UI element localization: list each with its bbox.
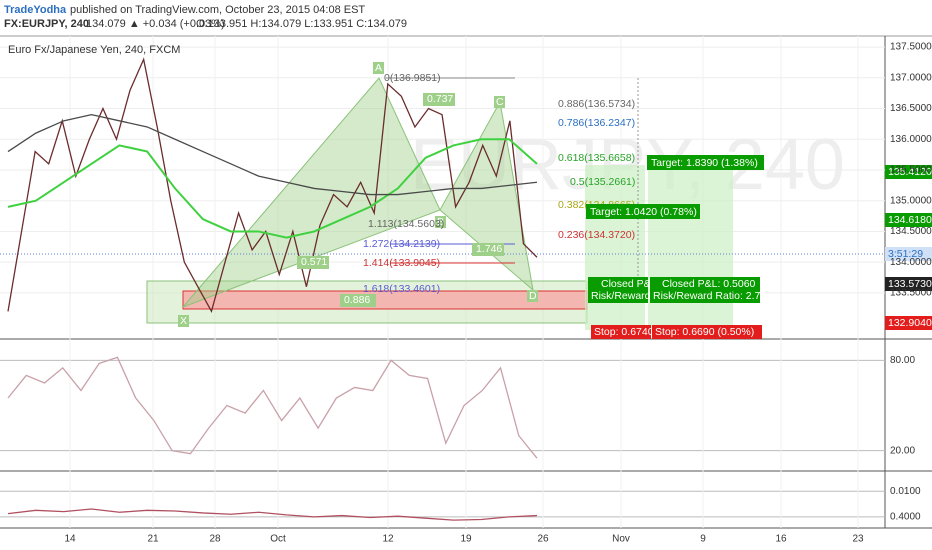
- ratio-box: [297, 256, 329, 269]
- y-tick-label: 137.5000: [890, 42, 932, 53]
- closed-box: [650, 277, 760, 303]
- ratio-box: [472, 243, 504, 256]
- marker: 3:51:29: [888, 248, 923, 260]
- x-tick-label: 23: [852, 534, 864, 545]
- marker: 133.5730: [888, 278, 932, 290]
- y-tick-label: 137.0000: [890, 72, 932, 83]
- stop: Stop: 0.6740: [594, 326, 654, 338]
- closed-box: [588, 277, 648, 303]
- x-tick-label: Nov: [612, 534, 630, 545]
- fib-label: 1.113(134.5603): [368, 218, 444, 230]
- series-line: [7, 57, 538, 314]
- target: Target: 1.0420 (0.78%): [590, 206, 697, 218]
- x-tick-label: 9: [700, 534, 706, 545]
- publisher: TradeYodha: [4, 4, 67, 16]
- published: published on TradingView.com, October 23…: [70, 4, 365, 16]
- target-zone: [648, 165, 733, 330]
- series-line: [7, 138, 538, 239]
- y-tick-label: 134.5000: [890, 226, 932, 237]
- point-label: B: [437, 216, 444, 228]
- point-box: [373, 62, 384, 74]
- x-tick-label: 19: [460, 534, 472, 545]
- y-tick-label: 136.5000: [890, 103, 932, 114]
- y-tick-label: 134.0000: [890, 257, 932, 268]
- marker-box: [885, 316, 932, 330]
- x-tick-label: Oct: [270, 534, 286, 545]
- marker-box: [885, 277, 932, 291]
- point-label: C: [496, 96, 504, 108]
- labels: A X B C D 0.886 0.571 0.737 1.746 0(136.…: [178, 62, 932, 339]
- ratio-box: [423, 93, 455, 106]
- point-box: [527, 290, 538, 302]
- marker-box: [885, 165, 932, 179]
- x-tick-label: 21: [147, 534, 159, 545]
- stop: Stop: 0.6690 (0.50%): [655, 326, 754, 338]
- ratio: 0.737: [427, 93, 453, 105]
- point-label: D: [529, 290, 537, 302]
- y-tick-label: 133.5000: [890, 288, 932, 299]
- quote: 134.079 ▲ +0.034 (+0.03%): [86, 18, 225, 30]
- fib-label: 0.786(136.2347): [558, 117, 635, 129]
- target: Target: 1.8390 (1.38%): [651, 157, 758, 169]
- marker: 134.6180: [888, 214, 932, 226]
- series-line: [7, 508, 538, 521]
- fib-label: 1.272(134.2139): [363, 238, 440, 250]
- fib-label: 0(136.9851): [384, 72, 441, 84]
- symbol: FX:EURJPY, 240: [4, 18, 89, 30]
- fib-label: 0.618(135.6658): [558, 152, 635, 164]
- fib-label: 0.886(136.5734): [558, 98, 635, 110]
- stop-box: [652, 325, 762, 339]
- x-tick-label: 14: [64, 534, 76, 545]
- ratio: 0.571: [301, 256, 327, 268]
- closed: Closed P&L: [601, 278, 657, 290]
- fib-label: 0.5(135.2661): [570, 176, 635, 188]
- closed: Risk/Reward: [591, 290, 651, 302]
- y-tick-label: 0.0100: [890, 486, 921, 497]
- target-zone: [585, 165, 645, 330]
- ratio: 0.886: [344, 294, 370, 306]
- marker: 132.9040: [888, 317, 932, 329]
- marker: 135.4120: [888, 166, 932, 178]
- ohlc: O:133.951 H:134.079 L:133.951 C:134.079: [196, 18, 407, 30]
- stop-box: [591, 325, 651, 339]
- point-label: A: [375, 62, 382, 74]
- point-label: X: [180, 315, 187, 327]
- closed: Closed P&L: 0.5060: [662, 278, 756, 290]
- marker-box: [885, 213, 932, 227]
- fib-label: 1.414(133.9045): [363, 257, 440, 269]
- fib-label: 0.236(134.3720): [558, 229, 635, 241]
- chart-title: Euro Fx/Japanese Yen, 240, FXCM: [8, 44, 180, 56]
- x-tick-label: 16: [775, 534, 787, 545]
- fib-label: 1.618(133.4601): [363, 283, 440, 295]
- y-tick-label: 80.00: [890, 355, 915, 366]
- closed: Risk/Reward Ratio: 2.75: [653, 290, 766, 302]
- point-box: [435, 216, 446, 228]
- y-tick-label: 135.5000: [890, 165, 932, 176]
- x-tick-label: 28: [209, 534, 221, 545]
- ratio-box: [340, 294, 376, 307]
- y-tick-label: 0.4000: [890, 512, 921, 523]
- series-line: [7, 114, 538, 196]
- point-box: [178, 315, 189, 327]
- y-tick-label: 136.0000: [890, 134, 932, 145]
- x-tick-label: 12: [382, 534, 394, 545]
- point-box: [494, 96, 505, 108]
- marker-box: [885, 247, 932, 261]
- ratio: 1.746: [476, 243, 502, 255]
- y-tick-label: 20.00: [890, 445, 915, 456]
- y-tick-label: 135.0000: [890, 195, 932, 206]
- x-tick-label: 26: [537, 534, 549, 545]
- series-line: [7, 356, 538, 459]
- target-box: [586, 204, 700, 219]
- target-box: [647, 155, 764, 170]
